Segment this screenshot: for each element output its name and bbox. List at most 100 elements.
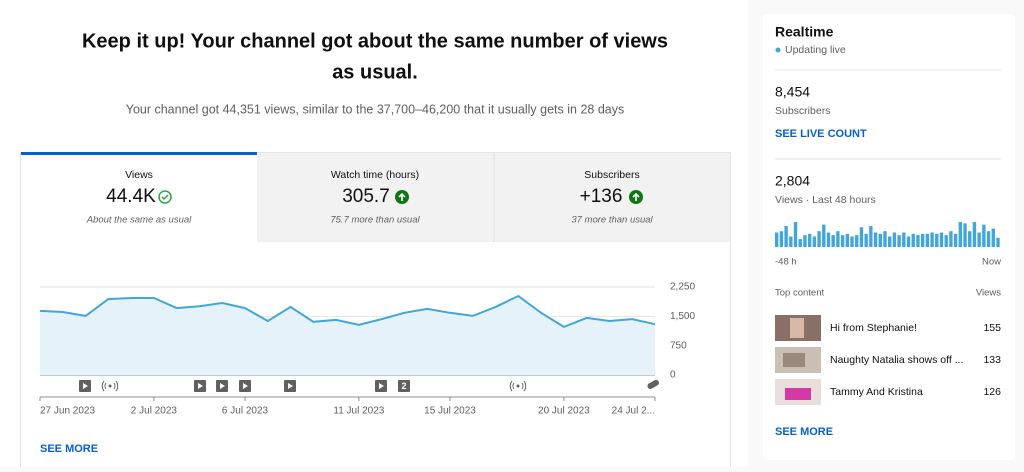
tab-label: Watch time (hours) [331,169,419,181]
content-row[interactable]: Naughty Natalia shows off ... 133 [775,347,1001,373]
bar [982,224,986,247]
bar [845,233,850,247]
thumbnail [790,318,804,338]
live-icon[interactable] [509,380,527,392]
bar [996,237,1000,247]
tab-label: Subscribers [584,169,639,181]
axis-start: -48 h [775,257,797,268]
hourly-chart [775,222,1000,247]
subscriber-count: 8,454 [775,84,810,100]
tab[interactable]: Views 44.4K About the same as usual [86,169,192,226]
status: Updating live [785,44,846,56]
bar [779,231,784,247]
content-title: Hi from Stephanie! [830,322,917,334]
content-title: Tammy And Kristina [830,386,923,398]
play-icon[interactable] [216,380,228,392]
badge[interactable]: 2 [398,380,410,392]
check-icon [161,194,169,201]
up-icon [398,192,406,201]
badge-count: 2 [401,381,406,391]
live-dot [775,47,781,53]
bar [944,235,948,247]
bar [850,236,854,247]
bar [873,232,878,247]
bar [916,235,920,247]
bar [930,232,934,247]
bar [775,232,779,247]
bar [925,233,930,247]
bar [911,233,915,247]
views-label: Views · Last 48 hours [775,194,876,206]
thumbnail [783,353,805,367]
see-more-link[interactable]: SEE MORE [775,426,833,438]
y-tick-label: 750 [670,340,687,351]
tab[interactable]: Watch time (hours) 305.7 75.7 more than … [330,169,420,226]
x-tick-label: 2 Jul 2023 [131,406,178,417]
see-more-link[interactable]: SEE MORE [40,443,98,455]
tab-note: 75.7 more than usual [330,215,420,226]
live-count-link[interactable]: SEE LIVE COUNT [775,128,867,140]
x-tick-label: 27 Jun 2023 [40,406,95,417]
x-tick-label: 11 Jul 2023 [333,406,384,417]
y-tick-label: 2,250 [670,282,695,293]
content-views: 133 [983,354,1001,366]
x-tick-label: 20 Jul 2023 [538,406,590,417]
content-views: 155 [983,322,1001,334]
tab[interactable]: Subscribers +136 37 more than usual [571,169,653,226]
bar [902,232,906,247]
live-icon[interactable] [101,380,119,392]
bar [812,236,817,247]
shorts-icon[interactable] [647,379,659,390]
up-icon [632,192,640,201]
bar [963,223,967,247]
line-chart: 0 750 1,500 2,250 27 Jun 2023 2 Jul 2023 6 Jul… [39,282,695,417]
x-tick-label: 24 Jul 2... [612,406,655,417]
subtitle: Your channel got 44,351 views, similar t… [126,102,624,116]
bar [789,236,793,247]
line [39,294,656,329]
bar [869,225,873,247]
x-tick-label: 6 Jul 2023 [222,406,269,417]
content-title: Naughty Natalia shows off ... [830,354,963,366]
bar [986,231,991,247]
play-icon[interactable] [375,380,387,392]
title: Keep it up! Your channel got about the s… [82,30,668,52]
bar [836,231,840,247]
tab-label: Views [125,169,153,181]
bar [935,233,939,247]
content-views: 126 [983,386,1001,398]
bar [949,231,953,247]
content-row[interactable]: Hi from Stephanie! 155 [775,315,1001,341]
bar [939,232,944,247]
bar [883,231,887,247]
bar [859,227,864,247]
bar [906,236,911,247]
bar [864,233,868,247]
bar [968,231,972,247]
bar [958,222,963,247]
bar [840,235,845,247]
play-icon[interactable] [79,380,91,392]
bar [977,232,981,247]
bar [888,236,892,247]
play-icon[interactable] [239,380,251,392]
realtime-title: Realtime [775,24,834,40]
play-icon[interactable] [284,380,296,392]
bar [822,224,826,247]
play-icon[interactable] [194,380,206,392]
bar [953,233,958,247]
tab-note: About the same as usual [86,215,192,226]
content-row[interactable]: Tammy And Kristina 126 [775,379,1001,405]
bar [991,228,995,247]
bar [878,233,882,247]
views-header: Views [976,288,1001,299]
thumbnail [785,388,811,400]
bar [855,235,859,247]
bar [803,235,807,247]
top-content-label: Top content [775,288,824,299]
bar [793,222,798,247]
bar [972,222,977,247]
tab-indicator [21,152,257,155]
